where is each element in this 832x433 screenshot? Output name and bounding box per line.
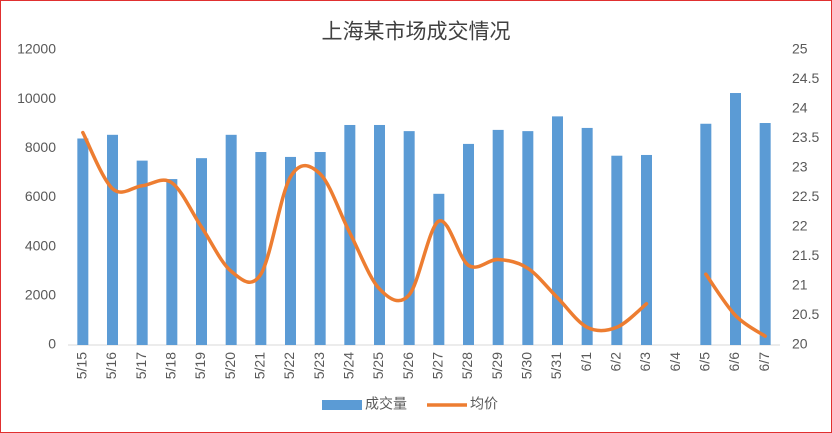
y2-tick-label: 24 (792, 100, 808, 116)
y2-tick-label: 20 (792, 336, 808, 352)
y2-tick-label: 23.5 (792, 129, 819, 145)
bar (433, 193, 445, 345)
x-tick-label: 6/6 (726, 352, 742, 372)
legend-label: 成交量 (365, 396, 407, 412)
x-tick-label: 5/25 (370, 352, 386, 379)
bar (611, 155, 623, 345)
y-tick-label: 0 (48, 336, 56, 352)
bar (374, 124, 385, 346)
x-tick-label: 5/24 (341, 352, 357, 379)
y-tick-label: 4000 (25, 237, 56, 253)
x-tick-label: 5/23 (311, 352, 327, 379)
x-tick-label: 5/17 (133, 352, 149, 379)
x-tick-label: 6/1 (578, 352, 594, 372)
line (81, 130, 767, 338)
bar (463, 143, 474, 345)
x-tick-label: 6/3 (637, 352, 653, 372)
x-tick-label: 6/5 (697, 352, 713, 372)
x-tick-label: 5/27 (430, 352, 446, 379)
y2-tick-label: 25 (792, 41, 808, 57)
y2-tick-label: 24.5 (792, 70, 819, 86)
bar (314, 152, 326, 345)
x-tick-label: 5/22 (281, 352, 297, 379)
bar (522, 131, 534, 345)
bar (759, 123, 771, 345)
x-tick-label: 5/18 (163, 352, 179, 379)
y2-tick-label: 21.5 (792, 247, 819, 263)
bar (641, 154, 652, 345)
bar (285, 156, 296, 345)
x-tick-label: 5/29 (489, 352, 505, 379)
y-tick-label: 2000 (25, 287, 56, 303)
x-tick-label: 6/4 (667, 352, 683, 372)
y-tick-label: 8000 (25, 139, 56, 155)
x-tick-label: 5/30 (519, 352, 535, 379)
bar (700, 123, 712, 345)
x-tick-label: 6/7 (756, 352, 772, 372)
y-tick-label: 12000 (17, 41, 56, 57)
x-tick-label: 5/21 (252, 352, 268, 379)
bar (166, 179, 178, 345)
x-tick-label: 5/16 (103, 352, 119, 379)
bar (730, 93, 741, 345)
x-tick-label: 5/26 (400, 352, 416, 379)
x-tick-label: 5/15 (74, 352, 90, 379)
y2-tick-label: 22.5 (792, 188, 819, 204)
bar (552, 116, 563, 345)
legend-swatch (322, 400, 362, 410)
chart-title: 上海某市场成交情况 (322, 21, 511, 44)
bar (403, 131, 415, 345)
bar (581, 127, 593, 345)
y2-tick-label: 21 (792, 277, 808, 293)
bar (492, 129, 504, 345)
bar (107, 134, 118, 345)
x-tick-label: 5/19 (192, 352, 208, 379)
x-tick-label: 5/20 (222, 352, 238, 379)
legend-label: 均价 (470, 396, 498, 412)
x-tick-label: 5/31 (548, 352, 564, 379)
bar (255, 152, 267, 345)
y-tick-label: 6000 (25, 188, 56, 204)
x-tick-label: 6/2 (608, 352, 624, 372)
bar (77, 138, 89, 345)
bar (225, 134, 237, 345)
y2-tick-label: 23 (792, 159, 808, 175)
bar (136, 160, 148, 345)
bar (196, 158, 207, 345)
y2-tick-label: 20.5 (792, 306, 819, 322)
y2-tick-label: 22 (792, 218, 808, 234)
y-tick-label: 10000 (17, 90, 56, 106)
x-tick-label: 5/28 (459, 352, 475, 379)
